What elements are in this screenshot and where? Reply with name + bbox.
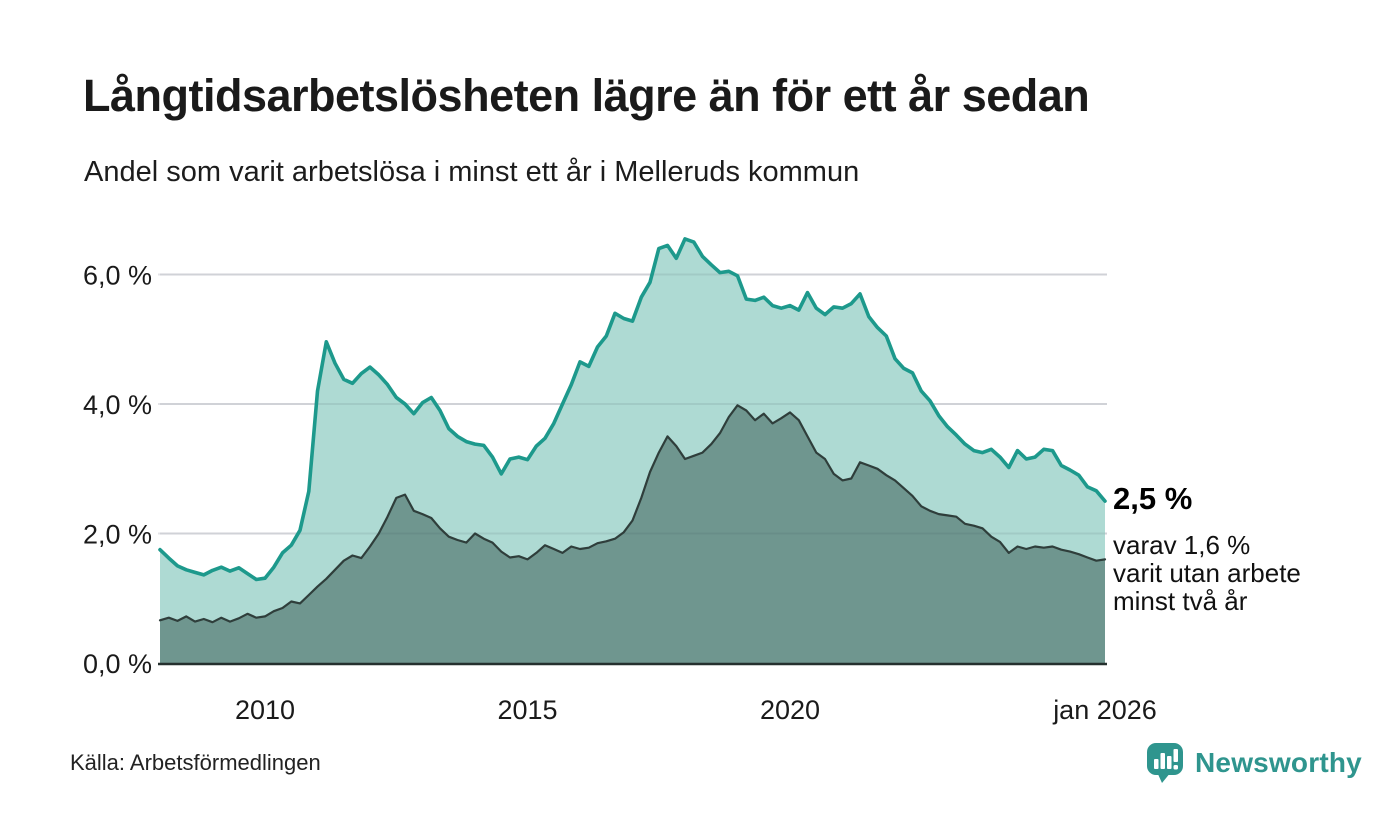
latest-breakdown-line-3: minst två år	[1113, 586, 1248, 616]
chart-subtitle: Andel som varit arbetslösa i minst ett å…	[84, 156, 860, 188]
y-axis-tick-label: 0,0 %	[83, 649, 152, 679]
chart-title: Långtidsarbetslösheten lägre än för ett …	[83, 70, 1090, 121]
series-line-min-one-year	[158, 237, 1107, 582]
newsworthy-logo: Newsworthy	[1146, 742, 1362, 784]
source-note: Källa: Arbetsförmedlingen	[70, 750, 321, 775]
x-axis-tick-label: 2010	[235, 695, 295, 725]
series-line-min-two-years	[158, 404, 1107, 624]
y-axis-tick-label: 6,0 %	[83, 261, 152, 291]
latest-breakdown-line-1: varav 1,6 %	[1113, 530, 1251, 560]
x-axis-tick-label: 2015	[497, 695, 557, 725]
x-axis-tick-label: jan 2026	[1052, 695, 1157, 725]
x-axis-tick-label: 2020	[760, 695, 820, 725]
y-axis-tick-label: 2,0 %	[83, 520, 152, 550]
latest-breakdown-line-2: varit utan arbete	[1113, 558, 1301, 588]
latest-value-annotation: 2,5 % varav 1,6 % varit utan arbete mins…	[1113, 481, 1373, 615]
latest-total-value: 2,5 %	[1113, 481, 1193, 516]
newsworthy-logo-icon	[1147, 743, 1183, 783]
area-fill-min-two-years	[160, 405, 1105, 663]
newsworthy-wordmark: Newsworthy	[1195, 747, 1362, 778]
y-axis-tick-label: 4,0 %	[83, 390, 152, 420]
